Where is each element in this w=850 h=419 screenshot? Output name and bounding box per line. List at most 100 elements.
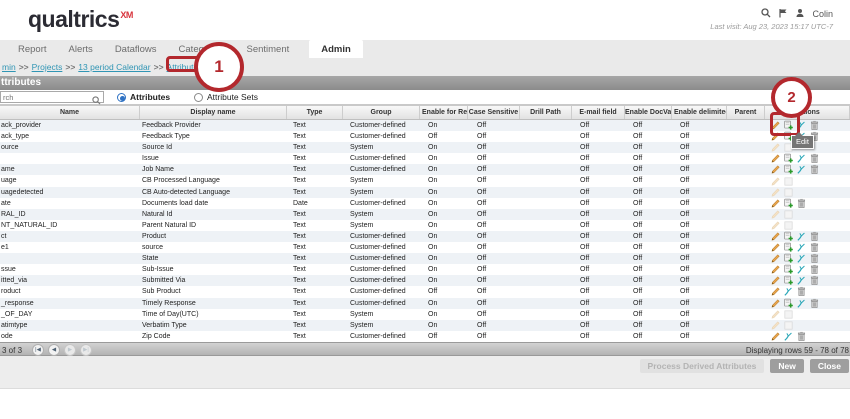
wand-icon[interactable] — [796, 231, 807, 242]
column-header-group[interactable]: Group — [343, 106, 420, 119]
radio-attributes[interactable]: Attributes — [117, 92, 170, 102]
table-row[interactable]: roduct Sub Product Text Customer-defined Off… — [0, 286, 850, 298]
trash-icon[interactable] — [809, 298, 820, 309]
wand-icon[interactable] — [796, 242, 807, 253]
magnifier-icon[interactable] — [92, 92, 101, 110]
table-row[interactable]: ack_provider Feedback Provider Text Custome… — [0, 120, 850, 132]
wand-icon[interactable] — [783, 286, 794, 297]
trash-icon[interactable] — [809, 253, 820, 264]
search-icon[interactable] — [761, 8, 771, 20]
edit-icon[interactable] — [770, 153, 781, 164]
edit-icon[interactable] — [770, 164, 781, 175]
tab-alerts[interactable]: Alerts — [68, 44, 93, 55]
edit-icon[interactable] — [770, 331, 781, 342]
table-row[interactable]: ack_type Feedback Type Text Customer-define… — [0, 131, 850, 143]
tab-sentiment[interactable]: Sentiment — [246, 44, 290, 55]
edit-icon[interactable] — [770, 286, 781, 297]
flag-icon[interactable] — [778, 8, 788, 20]
radio-attribute-sets[interactable]: Attribute Sets — [194, 92, 258, 102]
table-row[interactable]: _OF_DAY Time of Day(UTC) Text System On Off Of… — [0, 308, 850, 320]
column-header-drill-path[interactable]: Drill Path — [520, 106, 572, 119]
wand-icon[interactable] — [796, 153, 807, 164]
column-header-type[interactable]: Type — [287, 106, 343, 119]
trash-icon[interactable] — [796, 286, 807, 297]
breadcrumb-link[interactable]: Projects — [31, 62, 63, 72]
table-row[interactable]: ct Product Text Customer-defined On Off Off Off… — [0, 230, 850, 243]
copy-icon[interactable] — [783, 153, 794, 164]
wand-icon[interactable] — [796, 164, 807, 175]
breadcrumb-link[interactable]: 13 period Calendar — [78, 62, 151, 72]
copy-icon[interactable] — [783, 298, 794, 309]
column-header-enable-for-reporti[interactable]: Enable for Reporti — [420, 106, 468, 119]
copy-icon[interactable] — [783, 198, 794, 209]
copy-icon[interactable] — [783, 242, 794, 253]
column-header-e-mail-field[interactable]: E-mail field — [572, 106, 625, 119]
table-row[interactable]: ssue Sub-Issue Text Customer-defined On Off Of… — [0, 264, 850, 276]
trash-icon[interactable] — [796, 331, 807, 342]
table-row[interactable]: e1 source Text Customer-defined On Off Off Off O… — [0, 242, 850, 254]
copy-icon[interactable] — [783, 264, 794, 275]
table-row[interactable]: ode Zip Code Text Customer-defined Off Off Off… — [0, 330, 850, 342]
wand-icon[interactable] — [796, 298, 807, 309]
wand-icon[interactable] — [796, 264, 807, 275]
next-page-button[interactable]: ▶ — [64, 344, 76, 356]
copy-icon[interactable] — [783, 275, 794, 286]
edit-icon[interactable] — [770, 275, 781, 286]
table-row[interactable]: ource Source Id Text System On Off Off Off Off — [0, 142, 850, 154]
table-row[interactable]: uage CB Processed Language Text System On Off… — [0, 175, 850, 187]
tab-report[interactable]: Report — [18, 44, 47, 55]
process-derived-attributes-button[interactable]: Process Derived Attributes — [639, 359, 765, 373]
table-row[interactable]: _response Timely Response Text Customer-def… — [0, 297, 850, 309]
edit-icon[interactable] — [770, 231, 781, 242]
table-row[interactable]: NT_NATURAL_ID Parent Natural ID Text System… — [0, 219, 850, 231]
radio-unselected-icon[interactable] — [194, 92, 203, 102]
first-page-button[interactable]: |◀ — [32, 344, 44, 356]
table-row[interactable]: Issue Text Customer-defined On Off Off Off Off — [0, 153, 850, 165]
trash-icon[interactable] — [809, 264, 820, 275]
user-name[interactable]: Colin — [812, 9, 833, 19]
table-row[interactable]: RAL_ID Natural Id Text System On Off Off Off Off — [0, 208, 850, 220]
breadcrumb-link[interactable]: Attributes — [166, 62, 203, 72]
column-header-enable-docvalue[interactable]: Enable DocValue — [625, 106, 672, 119]
last-page-button[interactable]: ▶| — [80, 344, 92, 356]
table-row[interactable]: itted_via Submitted Via Text Customer-defin… — [0, 275, 850, 287]
copy-icon[interactable] — [783, 253, 794, 264]
prev-page-button[interactable]: ◀ — [48, 344, 60, 356]
copy-icon[interactable] — [783, 164, 794, 175]
trash-icon[interactable] — [809, 120, 820, 131]
trash-icon[interactable] — [809, 153, 820, 164]
table-row[interactable]: ame Job Name Text Customer-defined On Off Off O… — [0, 164, 850, 176]
trash-icon[interactable] — [809, 231, 820, 242]
edit-icon[interactable] — [770, 264, 781, 275]
column-header-name[interactable]: Name — [0, 106, 140, 119]
column-header-case-sensitive[interactable]: Case Sensitive — [468, 106, 520, 119]
tab-admin[interactable]: Admin — [309, 40, 363, 58]
edit-icon[interactable] — [770, 198, 781, 209]
copy-icon[interactable] — [783, 120, 794, 131]
new-button[interactable]: New — [770, 359, 804, 373]
wand-icon[interactable] — [796, 253, 807, 264]
wand-icon[interactable] — [796, 275, 807, 286]
copy-icon[interactable] — [783, 231, 794, 242]
trash-icon[interactable] — [796, 198, 807, 209]
trash-icon[interactable] — [809, 164, 820, 175]
radio-selected-icon[interactable] — [117, 92, 126, 102]
trash-icon[interactable] — [809, 242, 820, 253]
trash-icon[interactable] — [809, 275, 820, 286]
user-icon[interactable] — [795, 8, 805, 20]
wand-icon[interactable] — [783, 331, 794, 342]
column-header-enable-delimited-r[interactable]: Enable delimited r — [672, 106, 727, 119]
edit-icon[interactable] — [770, 242, 781, 253]
edit-icon[interactable] — [770, 253, 781, 264]
table-row[interactable]: State Text Customer-defined On Off Off Off Off — [0, 253, 850, 265]
column-header-parent[interactable]: Parent — [727, 106, 765, 119]
edit-icon[interactable] — [770, 298, 781, 309]
table-row[interactable]: atimtype Verbatim Type Text System On Off Off O… — [0, 319, 850, 331]
breadcrumb-link[interactable]: min — [2, 62, 16, 72]
column-header-display-name[interactable]: Display name — [140, 106, 287, 119]
search-input[interactable] — [0, 91, 104, 103]
close-button[interactable]: Close — [809, 359, 849, 373]
table-row[interactable]: uagedetected CB Auto-detected Language Tex… — [0, 186, 850, 198]
tab-dataflows[interactable]: Dataflows — [114, 44, 157, 55]
table-row[interactable]: ate Documents load date Date Customer-defin… — [0, 197, 850, 209]
